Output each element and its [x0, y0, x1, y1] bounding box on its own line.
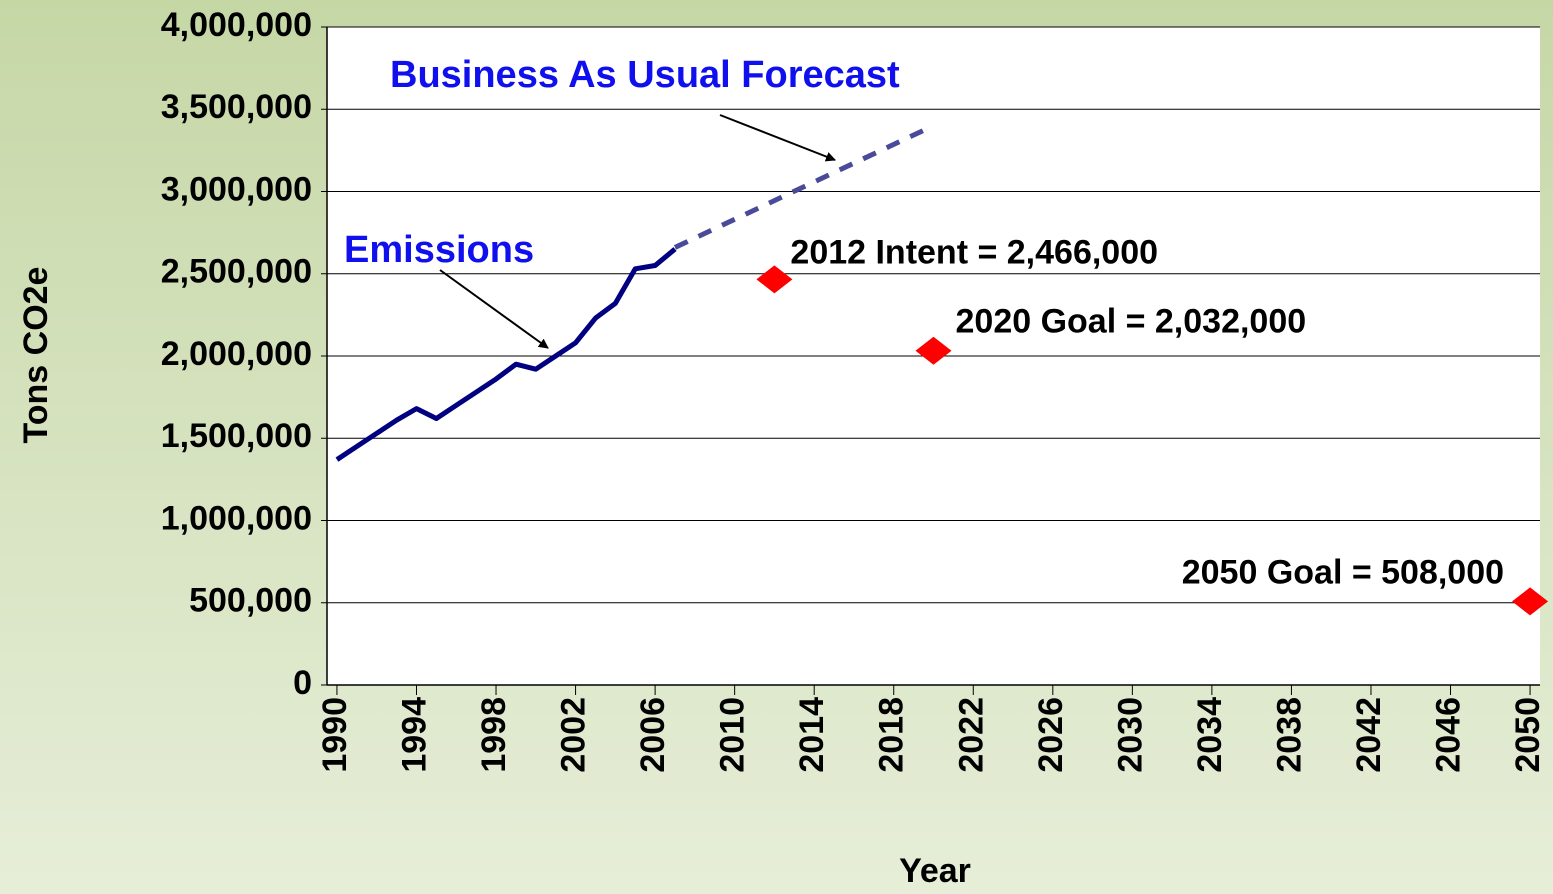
series-line [335, 247, 677, 462]
point-label: 2050 Goal = 508,000 [1182, 553, 1504, 591]
x-tick-label: 2002 [555, 697, 593, 773]
goal-point [1512, 587, 1549, 616]
x-tick-label: 2038 [1270, 697, 1308, 773]
goal-point [756, 265, 793, 294]
y-tick-label: 0 [293, 664, 312, 702]
y-tick-label: 4,000,000 [161, 6, 312, 44]
y-tick-label: 2,500,000 [161, 253, 312, 291]
x-axis-title: Year [899, 852, 971, 890]
annotation-arrow [719, 114, 836, 162]
x-tick-label: 2018 [873, 697, 911, 773]
annotation: Emissions [344, 229, 534, 271]
x-tick-label: 1990 [316, 697, 354, 773]
annotation: Business As Usual Forecast [390, 54, 900, 96]
y-tick-label: 2,000,000 [161, 335, 312, 373]
series-line [673, 123, 935, 250]
x-tick-label: 2010 [714, 697, 752, 773]
y-tick-label: 3,500,000 [161, 88, 312, 126]
x-tick-label: 2006 [634, 697, 672, 773]
y-tick-label: 500,000 [189, 582, 312, 620]
x-tick-label: 2030 [1111, 697, 1149, 773]
x-tick-label: 2034 [1191, 697, 1229, 773]
x-tick-label: 2014 [793, 697, 831, 773]
y-tick-label: 1,500,000 [161, 417, 312, 455]
x-tick-label: 2026 [1032, 697, 1070, 773]
y-tick-label: 1,000,000 [161, 499, 312, 537]
x-tick-label: 1998 [475, 697, 513, 773]
x-tick-label: 2022 [952, 697, 990, 773]
annotation-arrow [439, 269, 549, 349]
y-axis-title: Tons CO2e [17, 267, 55, 444]
goal-point [915, 336, 952, 365]
x-tick-label: 1994 [395, 697, 433, 773]
y-tick-label: 3,000,000 [161, 170, 312, 208]
x-tick-label: 2050 [1509, 697, 1547, 773]
point-label: 2012 Intent = 2,466,000 [790, 233, 1158, 271]
point-label: 2020 Goal = 2,032,000 [956, 303, 1307, 341]
x-tick-label: 2046 [1430, 697, 1468, 773]
x-tick-label: 2042 [1350, 697, 1388, 773]
